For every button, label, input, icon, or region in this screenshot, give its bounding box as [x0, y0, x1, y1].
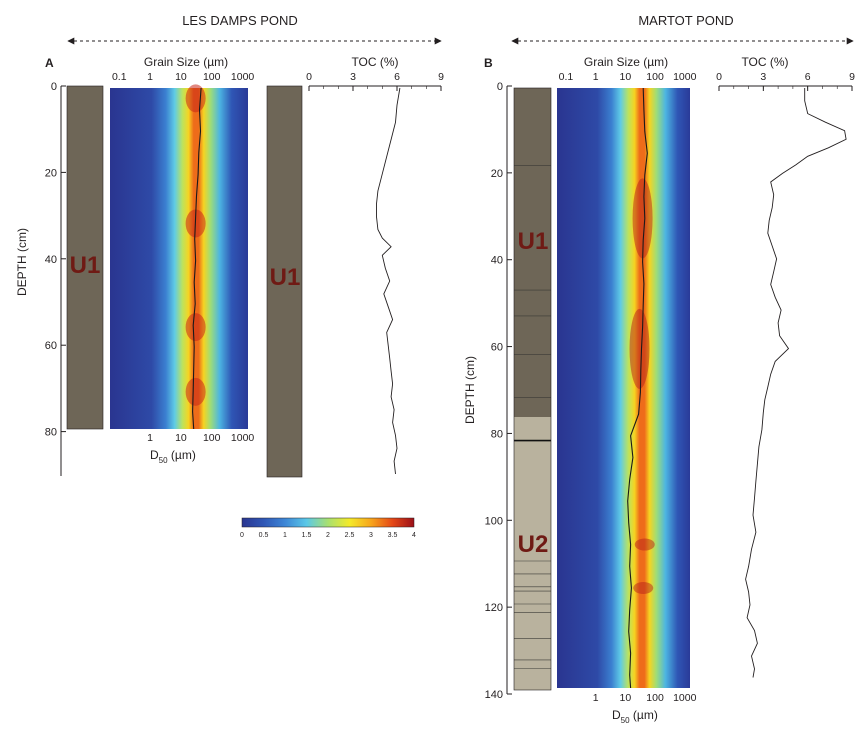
panel-b-toc-title: TOC (%) — [741, 55, 788, 69]
panel-b-gs-top-tick-label: 0.1 — [559, 71, 574, 83]
panel-b-toc-plot: TOC (%) 0 3 6 9 — [716, 55, 855, 678]
panel-a-title: LES DAMPS POND — [182, 13, 298, 28]
panel-b-heatmap-hotspot — [632, 178, 653, 259]
colorbar-tick-label: 1 — [283, 532, 287, 539]
panel-a-toc-tick-label: 3 — [350, 71, 356, 83]
panel-a-gs-top-tick-label: 1 — [147, 71, 153, 83]
panel-b-label: B — [484, 56, 493, 70]
panel-b-heatmap-image — [557, 88, 690, 688]
panel-b-d50-axis-label: D50 (µm) — [612, 708, 658, 725]
panel-b-depth-tick-label: 60 — [491, 342, 503, 354]
panel-a-toc-plot: TOC (%) 0 3 6 9 — [306, 55, 444, 475]
panel-a-label: A — [45, 56, 54, 70]
panel-a-d50-line — [192, 87, 202, 430]
panel-b-depth-label: DEPTH (cm) — [463, 356, 477, 424]
panel-b-gs-title: Grain Size (µm) — [584, 55, 668, 69]
panel-a-d50-axis-label: D50 (µm) — [150, 448, 196, 465]
panel-a-lithology-column — [66, 85, 104, 430]
panel-b-gs-top-tick-label: 10 — [620, 71, 632, 83]
panel-a-gs-bottom-tick-label: 10 — [175, 432, 187, 444]
panel-a-grain-size-heatmap: Grain Size (µm) 0.1 1 10 100 1000 1 10 100 1000… — [110, 55, 254, 465]
panel-a-depth-tick-label: 40 — [45, 254, 57, 266]
panel-a-depth-tick-label: 80 — [45, 427, 57, 439]
colorbar-tick-label: 3 — [369, 532, 373, 539]
panel-b-gs-top-tick-label: 1000 — [673, 71, 697, 83]
panel-b-gs-bottom-tick-label: 1 — [593, 692, 599, 704]
panel-a-heatmap-hotspot — [185, 313, 206, 342]
panel-a-gs-top-tick-label: 100 — [203, 71, 221, 83]
panel-a-depth-tick-label: 60 — [45, 340, 57, 352]
panel-b-unit-label-u1: U1 — [518, 228, 549, 255]
panel-b-toc-tick-label: 9 — [849, 71, 855, 83]
panel-b-toc-tick-label: 6 — [805, 71, 811, 83]
panel-b-heatmap-hotspot — [629, 308, 650, 389]
colorbar-tick-label: 2.5 — [345, 532, 355, 539]
panel-a-heatmap-hotspot — [185, 377, 206, 406]
colorbar-tick-label: 4 — [412, 532, 416, 539]
colorbar-tick-label: 0 — [240, 532, 244, 539]
panel-a-gs-bottom-tick-label: 1 — [147, 432, 153, 444]
colorbar-tick-label: 1.5 — [302, 532, 312, 539]
panel-b-toc-tick-label: 3 — [760, 71, 766, 83]
panel-b-gs-bottom-tick-label: 100 — [646, 692, 664, 704]
panel-a-toc-line — [376, 87, 401, 475]
panel-b-depth-tick-label: 20 — [491, 168, 503, 180]
colorbar-tick-label: 0.5 — [259, 532, 269, 539]
panel-b-grain-size-heatmap: Grain Size (µm) 0.1 1 10 100 1000 1 10 100 1000… — [557, 55, 697, 725]
panel-a-depth-tick-label: 20 — [45, 167, 57, 179]
panel-a-gs-top-tick-label: 1000 — [231, 71, 255, 83]
panel-b-d50-line — [627, 87, 648, 689]
panel-a-depth-axis: 0 20 40 60 80 DEPTH (cm) — [15, 81, 66, 476]
panel-b-depth-axis: 0 20 40 60 80 100 120 140 DEPTH (cm) — [463, 81, 512, 701]
panel-b-unit-label-u2: U2 — [518, 531, 549, 558]
panel-b-depth-tick-label: 120 — [485, 602, 503, 614]
colorbar-tick-label: 3.5 — [388, 532, 398, 539]
panel-a-toc-title: TOC (%) — [351, 55, 398, 69]
panel-b-heatmap-hotspot — [633, 582, 654, 594]
panel-a-gs-bottom-tick-label: 1000 — [231, 432, 255, 444]
panel-a-depth-label: DEPTH (cm) — [15, 228, 29, 296]
colorbar: 0 0.5 1 1.5 2 2.5 3 3.5 4 — [240, 517, 416, 539]
panel-b-lithology-column — [513, 87, 552, 691]
panel-b-depth-tick-label: 140 — [485, 689, 503, 701]
panel-b-depth-tick-label: 100 — [485, 515, 503, 527]
panel-a-toc-tick-label: 0 — [306, 71, 312, 83]
panel-a-gs-bottom-tick-label: 100 — [203, 432, 221, 444]
panel-b-gs-bottom-tick-label: 1000 — [673, 692, 697, 704]
panel-a-heatmap-hotspot — [185, 84, 206, 113]
panel-b-gs-top-tick-label: 1 — [593, 71, 599, 83]
colorbar-gradient — [241, 517, 415, 528]
panel-a-lithology-column-toc — [266, 85, 303, 478]
panel-b-gs-bottom-tick-label: 10 — [620, 692, 632, 704]
panel-b-depth-tick-label: 80 — [491, 428, 503, 440]
panel-b-toc-tick-label: 0 — [716, 71, 722, 83]
panel-b-depth-tick-label: 0 — [497, 81, 503, 93]
panel-b-gs-top-tick-label: 100 — [646, 71, 664, 83]
panel-a-unit-label-u1: U1 — [70, 252, 101, 279]
panel-b-depth-tick-label: 40 — [491, 255, 503, 267]
panel-a-gs-top-tick-label: 10 — [175, 71, 187, 83]
panel-a-toc-tick-label: 6 — [394, 71, 400, 83]
panel-a-toc-tick-label: 9 — [438, 71, 444, 83]
panel-a-heatmap-image — [110, 88, 248, 429]
colorbar-tick-label: 2 — [326, 532, 330, 539]
panel-a-gs-title: Grain Size (µm) — [144, 55, 228, 69]
panel-b-title: MARTOT POND — [638, 13, 733, 28]
panel-a-gs-top-tick-label: 0.1 — [112, 71, 127, 83]
panel-b-heatmap-hotspot — [634, 538, 655, 551]
panel-a-unit-label-u1-toc: U1 — [270, 264, 301, 291]
panel-a-depth-tick-label: 0 — [51, 81, 57, 93]
panel-b-toc-line — [745, 88, 847, 678]
